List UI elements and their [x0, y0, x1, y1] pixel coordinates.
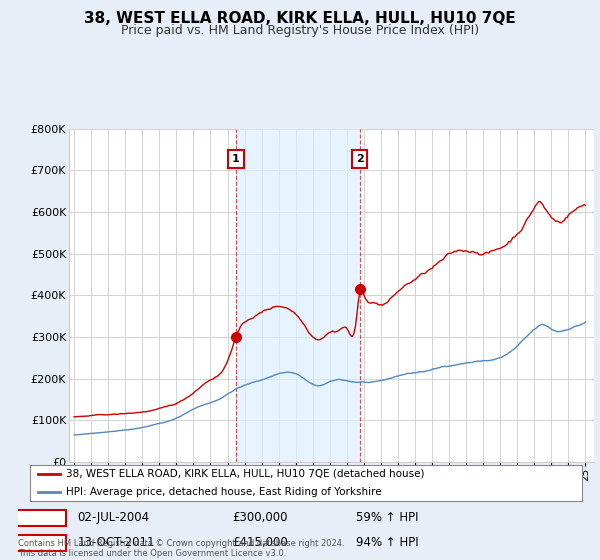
- Text: 38, WEST ELLA ROAD, KIRK ELLA, HULL, HU10 7QE: 38, WEST ELLA ROAD, KIRK ELLA, HULL, HU1…: [84, 11, 516, 26]
- Text: 1: 1: [37, 511, 44, 524]
- Text: 1: 1: [232, 154, 240, 164]
- Text: HPI: Average price, detached house, East Riding of Yorkshire: HPI: Average price, detached house, East…: [66, 487, 382, 497]
- Text: Contains HM Land Registry data © Crown copyright and database right 2024.
This d: Contains HM Land Registry data © Crown c…: [18, 539, 344, 558]
- FancyBboxPatch shape: [15, 535, 66, 551]
- Text: Price paid vs. HM Land Registry's House Price Index (HPI): Price paid vs. HM Land Registry's House …: [121, 24, 479, 37]
- Text: 2: 2: [37, 536, 44, 549]
- Text: 02-JUL-2004: 02-JUL-2004: [77, 511, 149, 524]
- Text: 59% ↑ HPI: 59% ↑ HPI: [356, 511, 419, 524]
- Text: 13-OCT-2011: 13-OCT-2011: [77, 536, 155, 549]
- Text: £415,000: £415,000: [232, 536, 288, 549]
- Bar: [236, 129, 359, 462]
- Text: 94% ↑ HPI: 94% ↑ HPI: [356, 536, 419, 549]
- Text: 38, WEST ELLA ROAD, KIRK ELLA, HULL, HU10 7QE (detached house): 38, WEST ELLA ROAD, KIRK ELLA, HULL, HU1…: [66, 469, 424, 479]
- Text: £300,000: £300,000: [232, 511, 288, 524]
- Text: 2: 2: [356, 154, 364, 164]
- FancyBboxPatch shape: [15, 510, 66, 526]
